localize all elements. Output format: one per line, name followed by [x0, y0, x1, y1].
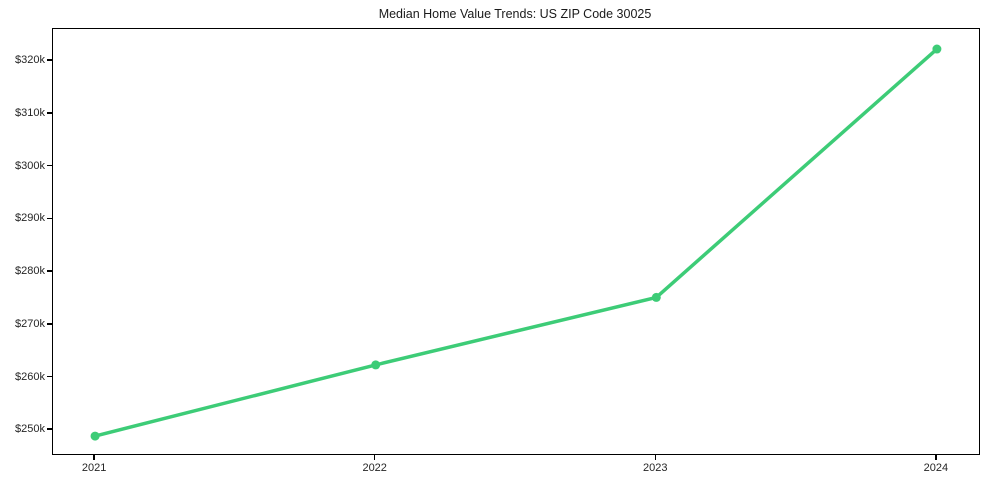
y-tick-label: $310k: [15, 106, 45, 119]
x-tick-label: 2024: [923, 462, 949, 474]
chart-title: Median Home Value Trends: US ZIP Code 30…: [378, 7, 652, 21]
y-tick-mark: [47, 164, 52, 167]
x-tick-label: 2022: [362, 462, 387, 474]
y-tick-label: $320k: [15, 54, 45, 67]
data-point: [651, 292, 661, 302]
y-tick-mark: [47, 59, 52, 61]
x-tick-mark: [93, 454, 95, 460]
line-series: [90, 44, 942, 441]
y-tick-label: $290k: [15, 212, 45, 225]
data-point: [371, 360, 381, 370]
y-tick-label: $250k: [15, 423, 45, 436]
y-tick-label: $300k: [15, 159, 45, 172]
data-point: [932, 44, 942, 54]
x-tick-mark: [935, 454, 937, 460]
y-tick-mark: [47, 112, 52, 114]
x-tick-mark: [654, 454, 657, 460]
y-tick-label: $260k: [15, 370, 45, 383]
y-tick-mark: [47, 217, 52, 220]
y-tick-mark: [47, 375, 52, 378]
y-tick-label: $280k: [15, 265, 45, 278]
x-tick-label: 2023: [643, 462, 668, 474]
x-tick-label: 2021: [81, 462, 107, 474]
x-tick-mark: [373, 454, 376, 460]
y-tick-mark: [47, 323, 52, 325]
y-tick-mark: [47, 270, 52, 272]
plot-area: [52, 28, 980, 455]
y-tick-mark: [47, 428, 52, 431]
trend-line: [93, 47, 939, 438]
y-tick-label: $270k: [15, 317, 45, 330]
data-point: [90, 431, 100, 441]
